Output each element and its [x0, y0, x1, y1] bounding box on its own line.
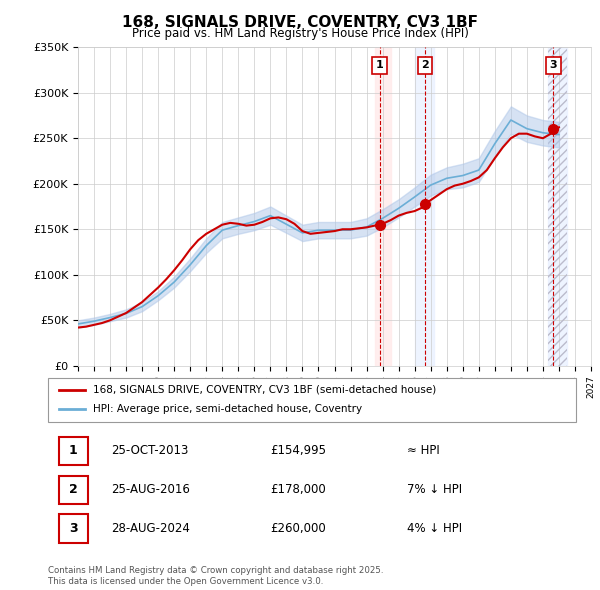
Text: 3: 3: [69, 522, 77, 535]
FancyBboxPatch shape: [48, 378, 576, 422]
Text: £154,995: £154,995: [270, 444, 326, 457]
Text: HPI: Average price, semi-detached house, Coventry: HPI: Average price, semi-detached house,…: [93, 405, 362, 414]
Bar: [548, 47, 567, 366]
Text: 28-AUG-2024: 28-AUG-2024: [112, 522, 190, 535]
Bar: [415, 47, 434, 366]
Text: 1: 1: [69, 444, 77, 457]
Text: Contains HM Land Registry data © Crown copyright and database right 2025.
This d: Contains HM Land Registry data © Crown c…: [48, 566, 383, 586]
Text: 2: 2: [69, 483, 77, 496]
Text: 25-OCT-2013: 25-OCT-2013: [112, 444, 189, 457]
Text: 168, SIGNALS DRIVE, COVENTRY, CV3 1BF: 168, SIGNALS DRIVE, COVENTRY, CV3 1BF: [122, 15, 478, 30]
Text: ≈ HPI: ≈ HPI: [407, 444, 440, 457]
Text: 168, SIGNALS DRIVE, COVENTRY, CV3 1BF (semi-detached house): 168, SIGNALS DRIVE, COVENTRY, CV3 1BF (s…: [93, 385, 436, 395]
Text: Price paid vs. HM Land Registry's House Price Index (HPI): Price paid vs. HM Land Registry's House …: [131, 27, 469, 40]
Text: 2: 2: [421, 60, 429, 70]
Text: 4% ↓ HPI: 4% ↓ HPI: [407, 522, 462, 535]
FancyBboxPatch shape: [59, 476, 88, 504]
Bar: [374, 47, 391, 366]
Text: 3: 3: [550, 60, 557, 70]
Bar: [548, 47, 567, 366]
Text: 25-AUG-2016: 25-AUG-2016: [112, 483, 190, 496]
FancyBboxPatch shape: [59, 437, 88, 465]
FancyBboxPatch shape: [59, 514, 88, 543]
Text: 7% ↓ HPI: 7% ↓ HPI: [407, 483, 462, 496]
Text: £260,000: £260,000: [270, 522, 326, 535]
Text: £178,000: £178,000: [270, 483, 326, 496]
Text: 1: 1: [376, 60, 383, 70]
